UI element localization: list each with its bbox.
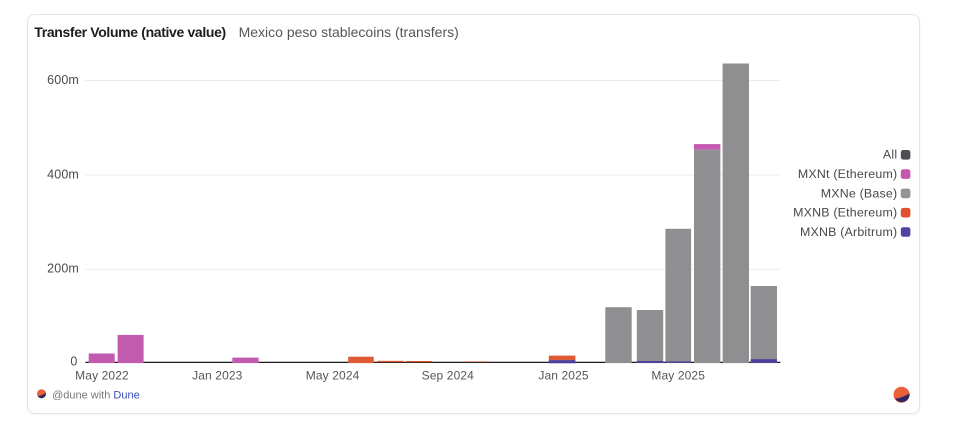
svg-text:MXNe (Base): MXNe (Base) [821,186,898,200]
svg-text:May 2022: May 2022 [75,368,129,382]
svg-text:200m: 200m [47,262,79,276]
svg-text:MXNB (Arbitrum): MXNB (Arbitrum) [800,225,897,239]
svg-text:May 2025: May 2025 [651,368,705,382]
svg-text:All: All [883,148,897,162]
svg-text:Jan 2023: Jan 2023 [192,368,243,382]
svg-text:@dune with Dune: @dune with Dune [52,390,140,402]
svg-text:Mexico peso stablecoins (trans: Mexico peso stablecoins (transfers) [239,24,459,40]
svg-text:MXNB (Ethereum): MXNB (Ethereum) [793,206,897,220]
svg-text:May 2024: May 2024 [306,368,360,382]
svg-text:Transfer Volume (native value): Transfer Volume (native value) [34,24,226,40]
svg-text:Sep 2024: Sep 2024 [422,368,475,382]
svg-text:600m: 600m [47,73,79,87]
svg-text:MXNt (Ethereum): MXNt (Ethereum) [798,167,897,181]
svg-text:Jan 2025: Jan 2025 [538,368,589,382]
svg-text:0: 0 [70,354,77,368]
svg-text:400m: 400m [47,167,79,181]
